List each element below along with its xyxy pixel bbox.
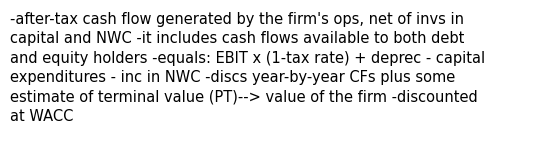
Text: -after-tax cash flow generated by the firm's ops, net of invs in
capital and NWC: -after-tax cash flow generated by the fi… — [10, 12, 485, 124]
